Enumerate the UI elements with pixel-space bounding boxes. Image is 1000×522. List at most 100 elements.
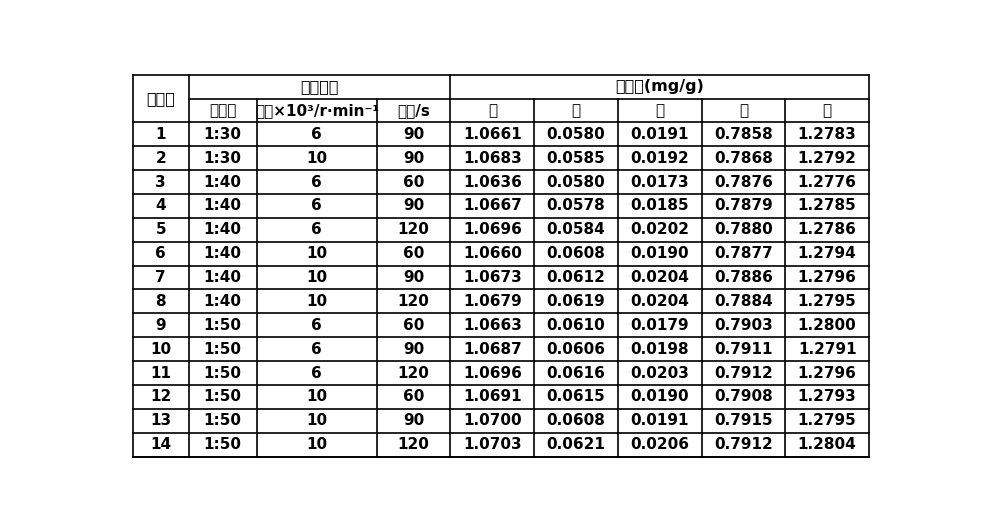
Text: 6: 6: [155, 246, 166, 261]
Text: 钙: 钙: [488, 103, 497, 118]
Text: 0.0584: 0.0584: [547, 222, 605, 238]
Text: 1:30: 1:30: [204, 151, 242, 165]
Text: 0.0608: 0.0608: [547, 413, 605, 428]
Text: 1.2791: 1.2791: [798, 341, 856, 357]
Text: 10: 10: [306, 270, 327, 285]
Text: 120: 120: [398, 294, 430, 309]
Text: 0.7876: 0.7876: [714, 174, 773, 189]
Text: 钠: 钠: [823, 103, 832, 118]
Text: 0.7877: 0.7877: [714, 246, 773, 261]
Text: 1.0700: 1.0700: [463, 413, 522, 428]
Text: 10: 10: [306, 389, 327, 405]
Text: 0.7880: 0.7880: [714, 222, 773, 238]
Text: 0.0173: 0.0173: [630, 174, 689, 189]
Text: 1:40: 1:40: [204, 174, 242, 189]
Text: 90: 90: [403, 413, 424, 428]
Text: 0.7915: 0.7915: [714, 413, 773, 428]
Text: 10: 10: [150, 341, 171, 357]
Text: 0.0198: 0.0198: [630, 341, 689, 357]
Text: 1:50: 1:50: [204, 437, 242, 452]
Text: 0.7858: 0.7858: [714, 127, 773, 142]
Text: 60: 60: [403, 246, 424, 261]
Text: 1.0667: 1.0667: [463, 198, 522, 213]
Text: 10: 10: [306, 294, 327, 309]
Text: 120: 120: [398, 437, 430, 452]
Text: 90: 90: [403, 341, 424, 357]
Text: 1.0691: 1.0691: [463, 389, 522, 405]
Text: 8: 8: [155, 294, 166, 309]
Text: 1.0696: 1.0696: [463, 222, 522, 238]
Text: 0.0578: 0.0578: [547, 198, 605, 213]
Text: 锌: 锌: [655, 103, 664, 118]
Text: 1.0636: 1.0636: [463, 174, 522, 189]
Text: 1.0687: 1.0687: [463, 341, 522, 357]
Text: 0.0610: 0.0610: [547, 318, 605, 333]
Text: 0.0203: 0.0203: [630, 365, 689, 381]
Text: 0.7886: 0.7886: [714, 270, 773, 285]
Text: 0.0191: 0.0191: [631, 127, 689, 142]
Text: 0.0615: 0.0615: [547, 389, 605, 405]
Text: 90: 90: [403, 127, 424, 142]
Text: 1.2794: 1.2794: [798, 246, 857, 261]
Text: 0.0619: 0.0619: [547, 294, 605, 309]
Text: 0.0206: 0.0206: [630, 437, 689, 452]
Text: 60: 60: [403, 389, 424, 405]
Text: 1.2796: 1.2796: [798, 270, 857, 285]
Text: 1.2785: 1.2785: [798, 198, 857, 213]
Text: 0.0191: 0.0191: [631, 413, 689, 428]
Text: 9: 9: [155, 318, 166, 333]
Text: 1.0660: 1.0660: [463, 246, 522, 261]
Text: 0.0179: 0.0179: [630, 318, 689, 333]
Text: 1:50: 1:50: [204, 341, 242, 357]
Text: 1.0703: 1.0703: [463, 437, 522, 452]
Text: 0.7912: 0.7912: [714, 437, 773, 452]
Text: 0.0580: 0.0580: [547, 174, 605, 189]
Text: 7: 7: [155, 270, 166, 285]
Text: 1.2792: 1.2792: [798, 151, 857, 165]
Text: 转速×10³/r·min⁻¹: 转速×10³/r·min⁻¹: [255, 103, 379, 118]
Text: 3: 3: [155, 174, 166, 189]
Text: 0.0621: 0.0621: [547, 437, 605, 452]
Text: 铁: 铁: [571, 103, 581, 118]
Text: 60: 60: [403, 318, 424, 333]
Text: 1.2776: 1.2776: [798, 174, 857, 189]
Text: 1:50: 1:50: [204, 318, 242, 333]
Text: 1.2786: 1.2786: [798, 222, 857, 238]
Text: 提取条件: 提取条件: [300, 79, 339, 94]
Text: 提取率(mg/g): 提取率(mg/g): [615, 79, 704, 94]
Text: 6: 6: [311, 222, 322, 238]
Text: 6: 6: [311, 318, 322, 333]
Text: 0.7912: 0.7912: [714, 365, 773, 381]
Text: 120: 120: [398, 365, 430, 381]
Text: 1:50: 1:50: [204, 413, 242, 428]
Text: 1: 1: [155, 127, 166, 142]
Text: 1.2800: 1.2800: [798, 318, 857, 333]
Text: 1.2783: 1.2783: [798, 127, 857, 142]
Text: 1:50: 1:50: [204, 389, 242, 405]
Text: 0.0204: 0.0204: [630, 294, 689, 309]
Text: 0.0190: 0.0190: [630, 246, 689, 261]
Text: 0.7911: 0.7911: [714, 341, 773, 357]
Text: 5: 5: [155, 222, 166, 238]
Text: 0.0608: 0.0608: [547, 246, 605, 261]
Text: 0.7903: 0.7903: [714, 318, 773, 333]
Text: 1:30: 1:30: [204, 127, 242, 142]
Text: 2: 2: [155, 151, 166, 165]
Text: 实验号: 实验号: [146, 91, 175, 106]
Text: 0.7868: 0.7868: [714, 151, 773, 165]
Text: 1.2804: 1.2804: [798, 437, 857, 452]
Text: 0.0185: 0.0185: [630, 198, 689, 213]
Text: 90: 90: [403, 270, 424, 285]
Text: 90: 90: [403, 198, 424, 213]
Text: 时间/s: 时间/s: [397, 103, 430, 118]
Text: 0.0190: 0.0190: [630, 389, 689, 405]
Text: 4: 4: [155, 198, 166, 213]
Text: 6: 6: [311, 365, 322, 381]
Text: 1:40: 1:40: [204, 294, 242, 309]
Text: 1.0663: 1.0663: [463, 318, 522, 333]
Text: 1:40: 1:40: [204, 222, 242, 238]
Text: 1:40: 1:40: [204, 198, 242, 213]
Text: 10: 10: [306, 246, 327, 261]
Text: 0.0204: 0.0204: [630, 270, 689, 285]
Text: 1:50: 1:50: [204, 365, 242, 381]
